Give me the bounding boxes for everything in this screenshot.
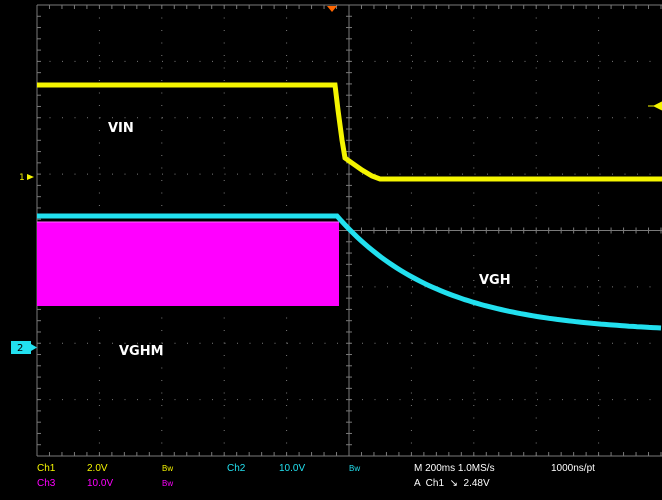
ch2-marker-arrow-icon (31, 344, 37, 351)
vghm-label: VGHM (119, 344, 164, 359)
ch3-bw: Bw (162, 479, 173, 488)
status-bar: Ch1 2.0V Bw Ch2 10.0V Bw M 200ms 1.0MS/s… (37, 463, 595, 489)
trigger-readout: A Ch1 ↘ 2.48V (414, 478, 490, 489)
ch2-marker-label: 2 (17, 343, 23, 354)
ch1-scale: 2.0V (87, 463, 108, 474)
vgh-label: VGH (479, 273, 511, 288)
ch1-name: Ch1 (37, 463, 56, 474)
ch2-marker-box (11, 341, 31, 354)
ch1-marker-label: 1 (19, 173, 25, 183)
ch1-marker-arrow-icon (27, 174, 34, 180)
ch2-scale: 10.0V (279, 463, 305, 474)
ch3-trace (37, 222, 339, 306)
record-length: 1000ns/pt (551, 463, 595, 474)
trigger-position-icon[interactable] (327, 6, 337, 12)
ch2-bw: Bw (349, 464, 360, 473)
ch2-trace (37, 213, 662, 331)
ch2-name: Ch2 (227, 463, 246, 474)
trigger-level-arrow-icon[interactable] (648, 101, 662, 111)
ch2-ground-marker[interactable]: 2 (11, 341, 37, 354)
ch1-bw: Bw (162, 464, 173, 473)
ch1-trace (37, 82, 662, 182)
vin-label: VIN (108, 121, 134, 136)
ch3-scale: 10.0V (87, 478, 113, 489)
ch1-ground-marker[interactable]: 1 (19, 173, 34, 183)
timebase: M 200ms 1.0MS/s (414, 463, 495, 474)
graticule (36, 4, 662, 457)
ch3-name: Ch3 (37, 478, 56, 489)
